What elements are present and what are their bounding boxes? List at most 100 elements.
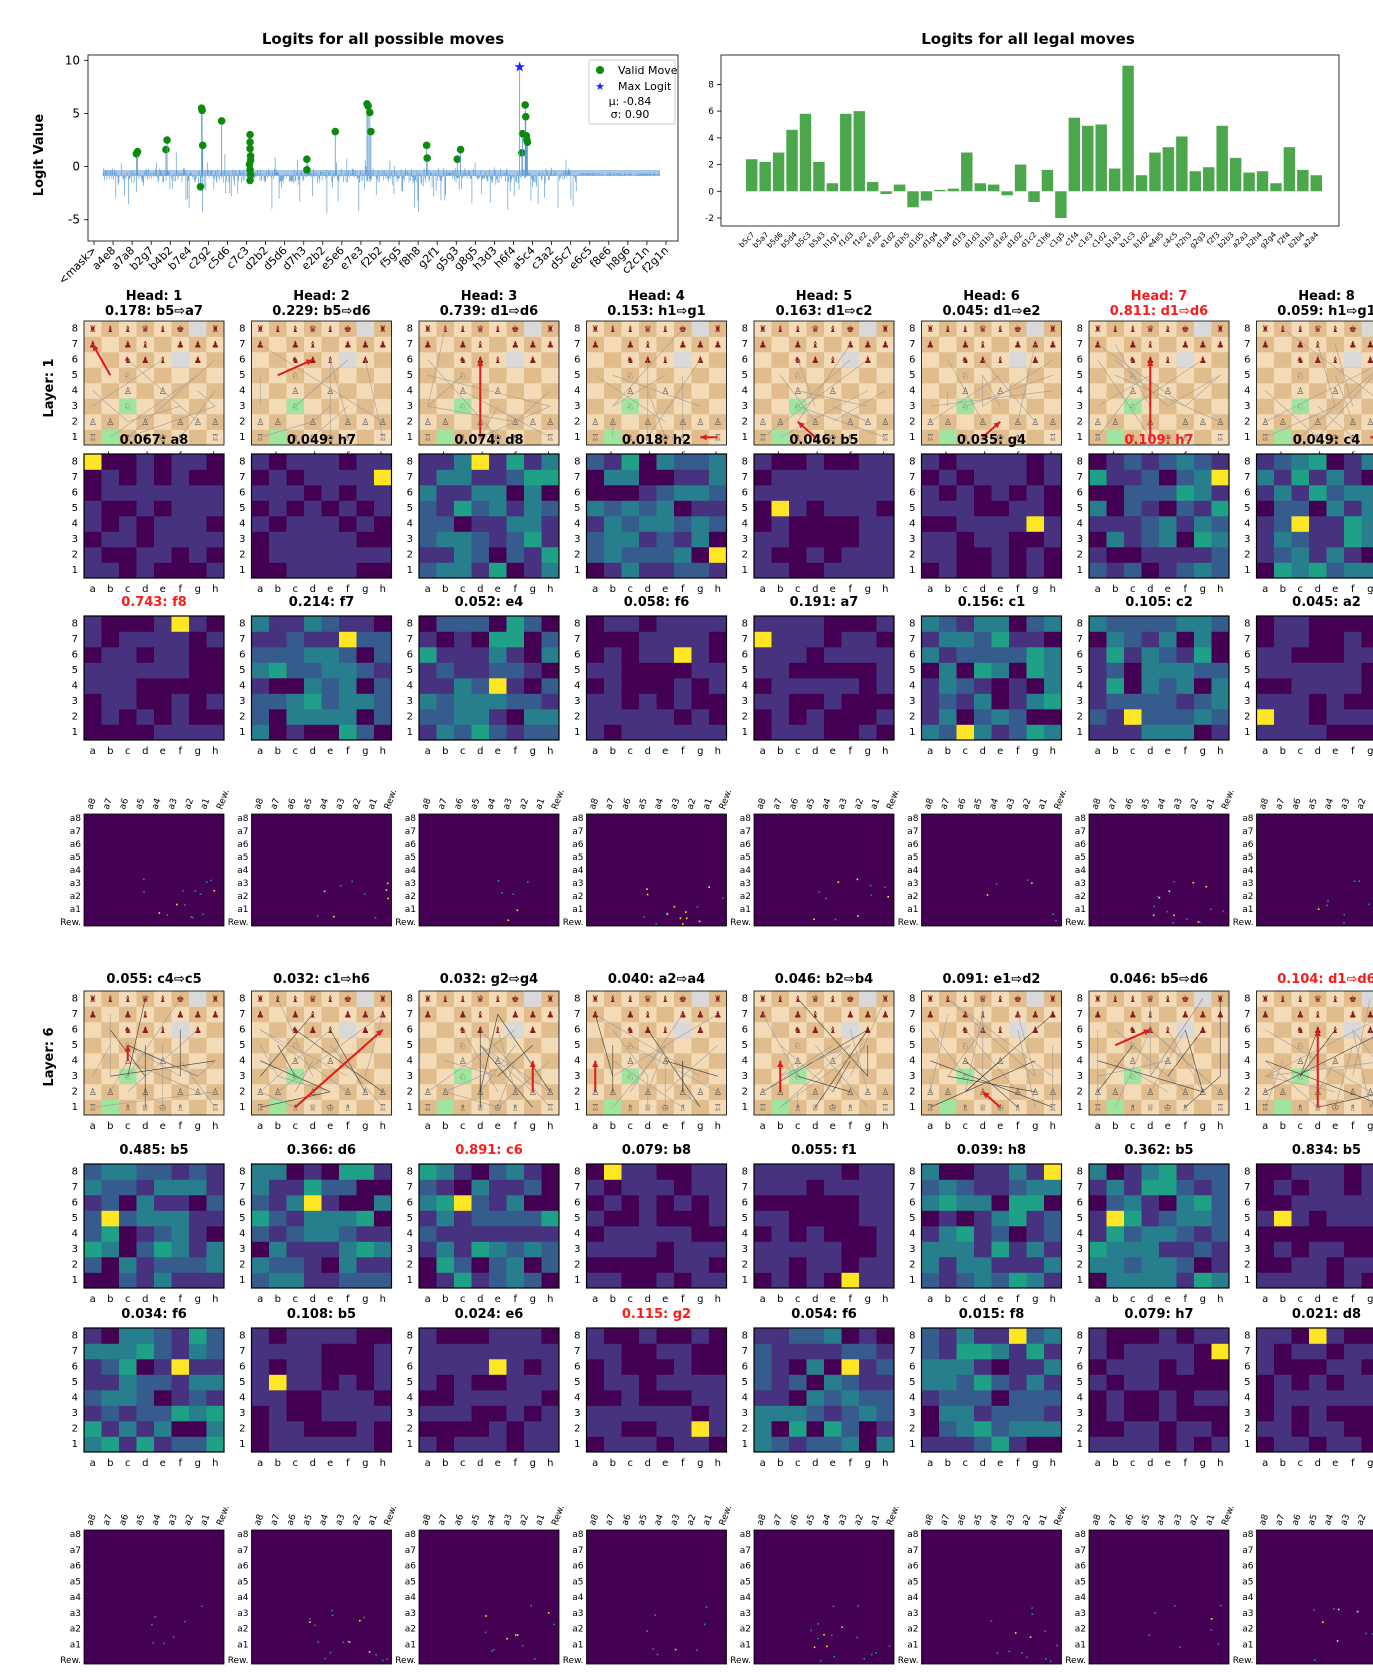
heat-cell: [956, 1374, 975, 1391]
rank-label: 2: [239, 711, 245, 722]
heat-cell: [1326, 724, 1345, 741]
board-square: [1159, 414, 1177, 430]
highlight-square: [939, 429, 957, 445]
heat-cell: [1141, 454, 1160, 470]
matrix-y-label: a3: [1242, 879, 1253, 889]
heat-cell: [1274, 454, 1292, 470]
black-piece: ♟: [124, 1011, 132, 1021]
black-piece: ♟: [1199, 356, 1207, 366]
highlight-square: [171, 352, 189, 368]
file-label: f: [178, 746, 182, 757]
heat-cell: [454, 531, 472, 548]
heat-cell: [189, 500, 207, 517]
heat-cell: [171, 1421, 190, 1437]
heat-cell: [1194, 678, 1212, 694]
heat-cell: [321, 1421, 340, 1437]
file-label: g: [530, 746, 536, 757]
black-piece: ♜: [256, 325, 264, 335]
heat-cell: [674, 662, 692, 679]
board-square: [1106, 383, 1125, 399]
heat-cell: [454, 1272, 472, 1289]
heat-cell: [1124, 485, 1142, 501]
file-label: h: [1050, 746, 1056, 757]
black-piece: ♜: [211, 325, 219, 335]
rank-label: 5: [909, 1040, 915, 1051]
heat-cell: [356, 1241, 375, 1258]
heat-cell: [419, 616, 437, 632]
chess-board: ♜♝♝♛♝♚♜♟♟♝♟♟♟♞♟♝♟♘♙♙♙♙♙♙♙♙♖♗♕♔♗♖♘: [586, 990, 727, 1116]
rank-label: 3: [574, 401, 580, 412]
candidate-arrow: [127, 405, 216, 438]
candidate-arrow: [127, 359, 198, 423]
heat-cell: [991, 1272, 1010, 1289]
board-square: [171, 336, 190, 353]
board-square: [709, 1022, 727, 1038]
board-square: [604, 383, 622, 399]
heat-cell: [356, 631, 375, 648]
matrix-dot: [385, 889, 388, 891]
valid-move-point: [456, 145, 465, 154]
file-label: g: [362, 1121, 368, 1132]
matrix-x-label: a7: [269, 1513, 282, 1527]
heat-cell: [621, 678, 640, 694]
heat-cell: [101, 1195, 120, 1211]
file-label: h: [380, 746, 386, 757]
heat-cell: [674, 1210, 692, 1227]
heat-cell: [974, 1343, 992, 1360]
heat-cell: [604, 647, 622, 663]
rank-label: 5: [72, 1040, 78, 1051]
heat-cell: [101, 1210, 120, 1227]
heat-cell: [789, 631, 807, 648]
board-square: [1274, 352, 1292, 368]
rank-label: 6: [1244, 487, 1250, 498]
rank-label: 7: [72, 1346, 78, 1357]
heat-cell: [374, 662, 392, 679]
heat-cell: [356, 1164, 375, 1180]
matrix-x-label: a6: [1290, 797, 1303, 811]
valid-move-point: [196, 182, 205, 191]
file-label: d: [310, 746, 316, 757]
heat-cell: [586, 531, 605, 548]
matrix-background: [251, 813, 392, 927]
file-label: d: [1315, 746, 1321, 757]
heat-cell: [269, 454, 287, 470]
matrix-y-label: a7: [572, 827, 583, 837]
valid-move-point: [366, 108, 374, 117]
chart1-ylabel: Logit Value: [32, 114, 47, 197]
matrix-dot: [1317, 908, 1320, 910]
white-piece: ♙: [626, 387, 634, 397]
heat-cell: [524, 1328, 542, 1344]
black-piece: ♟: [424, 341, 432, 351]
heat-cell: [506, 724, 525, 741]
file-label: a: [1095, 746, 1101, 757]
board-square: [1124, 1084, 1142, 1100]
file-label: h: [715, 584, 721, 595]
board-square: [356, 429, 375, 446]
heat-cell: [859, 562, 877, 579]
heat-cell: [586, 454, 605, 470]
heat-cell: [754, 454, 772, 470]
file-label: f: [1183, 746, 1187, 757]
heat-cell: [524, 1164, 542, 1180]
heat-cell: [656, 500, 675, 517]
rank-label: 1: [239, 432, 245, 443]
heat-cell: [189, 709, 207, 725]
heat-cell: [674, 647, 692, 663]
heat-cell: [1124, 516, 1142, 532]
heat-cell: [674, 454, 692, 470]
heat-cell: [471, 1210, 490, 1227]
heat-cell: [1361, 662, 1373, 679]
heat-cell: [524, 662, 542, 679]
heat-cell: [956, 454, 975, 470]
panel-title: 0.046: b2⇨b4: [775, 972, 873, 987]
heat-cell: [206, 693, 225, 710]
legal-move-bar: [1283, 147, 1296, 192]
white-piece: ♔: [996, 434, 1004, 444]
heat-cell: [1211, 485, 1230, 501]
board-square: [84, 1037, 102, 1054]
heat-cell: [189, 1210, 207, 1227]
matrix-background: [753, 813, 895, 927]
heat-cell: [171, 1328, 190, 1344]
white-piece: ♙: [944, 1088, 952, 1098]
heat-cell: [1309, 485, 1327, 501]
